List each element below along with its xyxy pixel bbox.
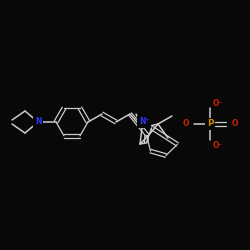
Text: O: O (232, 120, 238, 128)
Text: O⁻: O⁻ (213, 140, 223, 149)
Text: P: P (207, 120, 213, 128)
Text: N: N (35, 118, 41, 126)
Text: O⁻: O⁻ (213, 98, 223, 108)
Text: N⁺: N⁺ (139, 118, 149, 126)
Text: O: O (183, 120, 189, 128)
